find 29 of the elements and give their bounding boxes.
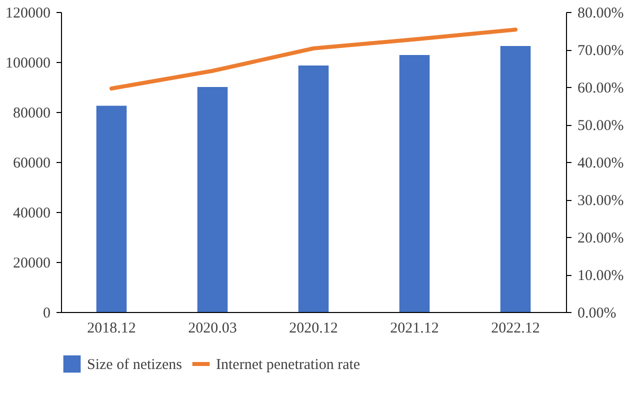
y2-tick-label: 30.00% bbox=[578, 193, 624, 209]
legend-label: Size of netizens bbox=[87, 357, 182, 373]
bar bbox=[399, 55, 430, 312]
x-tick-label: 2020.12 bbox=[289, 320, 338, 336]
y-tick-label: 0 bbox=[43, 306, 50, 322]
bar bbox=[197, 87, 228, 312]
y2-tick-label: 60.00% bbox=[578, 80, 624, 96]
x-tick-label: 2022.12 bbox=[491, 320, 540, 336]
bar bbox=[298, 66, 329, 312]
y-tick-label: 80000 bbox=[13, 106, 50, 122]
bar bbox=[96, 106, 127, 312]
y2-tick-label: 10.00% bbox=[578, 268, 624, 284]
bar bbox=[500, 46, 531, 312]
y-tick-label: 40000 bbox=[13, 206, 50, 222]
line-series bbox=[110, 28, 518, 90]
y-tick-label: 20000 bbox=[13, 256, 50, 272]
legend-label: Internet penetration rate bbox=[216, 357, 360, 373]
y2-tick-label: 40.00% bbox=[578, 156, 624, 172]
x-tick-label: 2021.12 bbox=[390, 320, 439, 336]
y-tick-label: 120000 bbox=[6, 6, 50, 22]
y2-tick-label: 70.00% bbox=[578, 43, 624, 59]
y2-tick-label: 20.00% bbox=[578, 230, 624, 246]
y2-tick-label: 0.00% bbox=[578, 306, 616, 322]
x-tick-label: 2020.03 bbox=[188, 320, 237, 336]
y2-tick-label: 50.00% bbox=[578, 118, 624, 134]
x-tick-label: 2018.12 bbox=[87, 320, 136, 336]
y-tick-label: 60000 bbox=[13, 156, 50, 172]
y2-tick-label: 80.00% bbox=[578, 6, 624, 22]
y-tick-label: 100000 bbox=[6, 56, 50, 72]
